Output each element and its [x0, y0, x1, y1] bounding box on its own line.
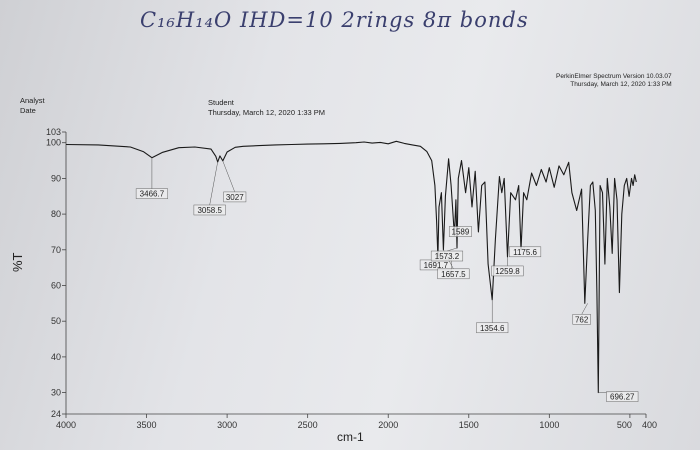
x-tick-label-4000: 4000 — [56, 420, 76, 430]
annotation-label-3058.5: 3058.5 — [197, 206, 222, 215]
y-tick-label-80: 80 — [51, 209, 61, 219]
y-tick-label-30: 30 — [51, 388, 61, 398]
student-info: Student Thursday, March 12, 2020 1:33 PM — [208, 98, 325, 118]
student-date: Thursday, March 12, 2020 1:33 PM — [208, 108, 326, 117]
annotation-label-1657.5: 1657.5 — [441, 270, 466, 279]
spectrum-line-0 — [65, 140, 637, 394]
annotation-label-1259.8: 1259.8 — [495, 267, 520, 276]
annotation-label-1573.2: 1573.2 — [435, 252, 460, 261]
annotation-box-3027 — [223, 191, 247, 203]
annotation-leader-762 — [581, 303, 588, 315]
chart-series — [65, 140, 637, 394]
annotation-box-1657.5 — [437, 268, 470, 280]
annotation-box-1589 — [448, 226, 472, 237]
y-tick-label-50: 50 — [51, 316, 61, 326]
x-tick-label-1000: 1000 — [539, 420, 559, 430]
y-tick-label-100: 100 — [46, 138, 61, 148]
y-tick-label-40: 40 — [51, 352, 61, 362]
annotation-box-3466.7 — [135, 188, 168, 199]
y-tick-label-24: 24 — [51, 409, 61, 419]
annotation-label-1589: 1589 — [452, 228, 470, 237]
annotation-leader-3027 — [222, 160, 235, 193]
annotation-box-696.27 — [606, 391, 639, 402]
x-tick-label-1500: 1500 — [459, 420, 479, 430]
annotation-leader-3058.5 — [209, 161, 218, 206]
annotation-label-696.27: 696.27 — [610, 393, 635, 402]
annotation-box-1175.6 — [508, 246, 542, 258]
y-tick-label-103: 103 — [46, 127, 61, 137]
software-info: PerkinElmer Spectrum Version 10.03.07 Th… — [556, 73, 672, 89]
annotation-label-1175.6: 1175.6 — [513, 248, 537, 257]
analyst-date-labels: Analyst Date — [20, 96, 45, 116]
analyst-label: Analyst — [20, 96, 45, 105]
x-tick-label-3500: 3500 — [137, 420, 157, 430]
x-tick-label-3000: 3000 — [217, 420, 237, 430]
x-tick-label-2000: 2000 — [378, 420, 398, 430]
annotation-label-1691.7: 1691.7 — [424, 261, 449, 270]
annotation-box-3058.5 — [193, 204, 226, 216]
annotation-label-762: 762 — [575, 315, 589, 324]
x-tick-label-500: 500 — [617, 420, 632, 430]
chart-axes — [65, 132, 646, 415]
handwritten-note: C₁₆H₁₄O IHD=10 2rings 8π bonds — [140, 8, 529, 32]
annotation-box-1259.8 — [491, 265, 524, 277]
annotation-box-1354.6 — [476, 322, 509, 334]
y-tick-label-90: 90 — [51, 173, 61, 183]
x-axis-label: cm-1 — [337, 430, 364, 444]
annotation-label-3027: 3027 — [226, 193, 244, 202]
software-version: PerkinElmer Spectrum Version 10.03.07 — [556, 73, 672, 80]
annotation-box-762 — [572, 314, 591, 325]
software-date: Thursday, March 12, 2020 1:33 PM — [570, 81, 672, 88]
x-tick-label-400: 400 — [642, 420, 657, 430]
y-tick-label-70: 70 — [51, 245, 61, 255]
annotation-label-1354.6: 1354.6 — [480, 324, 505, 333]
annotation-box-1573.2 — [430, 250, 464, 262]
date-label: Date — [20, 106, 36, 115]
y-tick-label-60: 60 — [51, 280, 61, 290]
x-tick-label-2500: 2500 — [298, 420, 318, 430]
annotation-leader-1573.2 — [446, 247, 458, 252]
annotation-label-3466.7: 3466.7 — [140, 190, 165, 199]
student-name: Student — [208, 98, 234, 107]
